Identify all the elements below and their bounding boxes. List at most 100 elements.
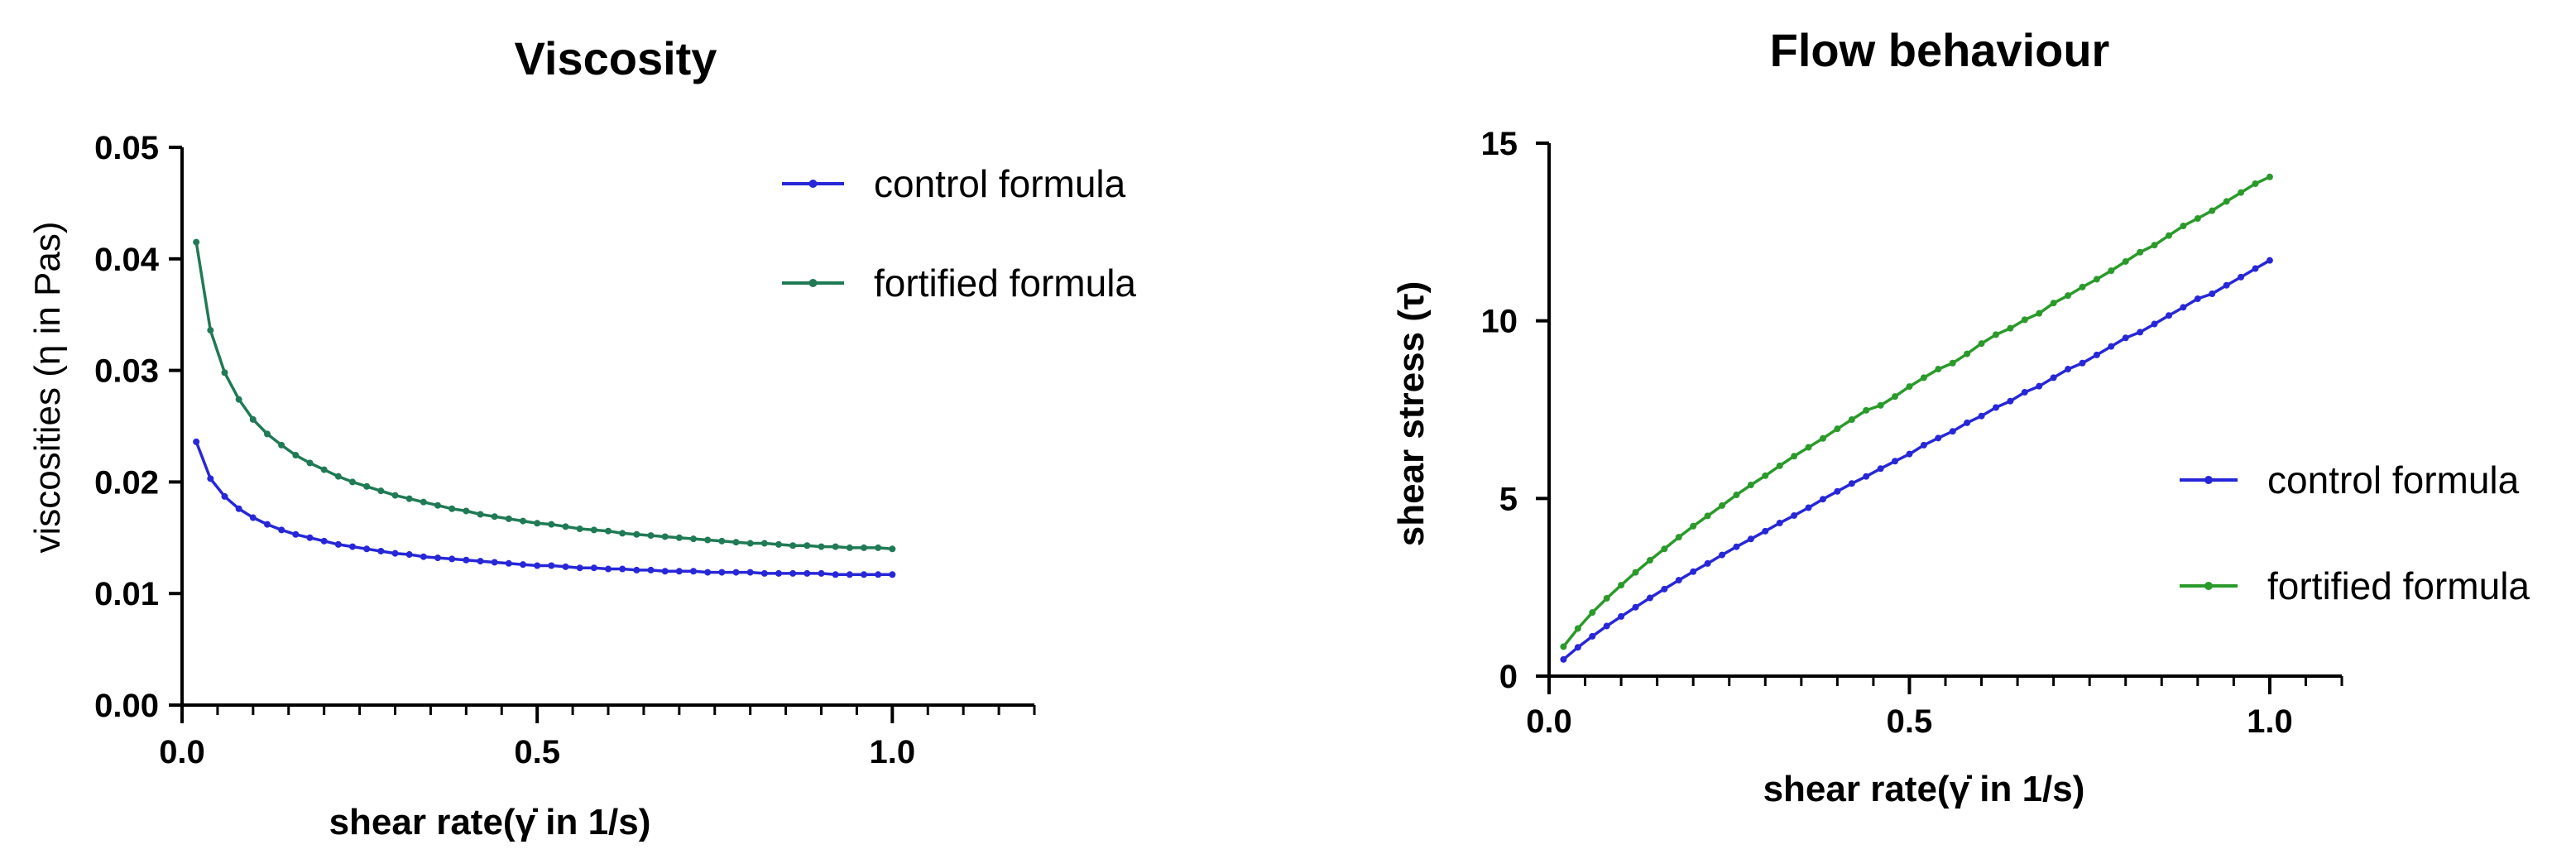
data-point (534, 562, 541, 569)
data-point (1719, 501, 1726, 509)
data-point (718, 569, 726, 576)
data-point (1762, 472, 1769, 479)
data-point (2079, 283, 2086, 290)
x-tick-label: 0.0 (1526, 703, 1572, 740)
x-tick-label: 0.5 (514, 734, 560, 770)
data-point (1892, 458, 1899, 465)
data-point (619, 530, 626, 537)
data-point (463, 507, 470, 515)
data-point (605, 527, 612, 535)
data-point (207, 327, 214, 334)
data-point (449, 505, 456, 512)
data-point (875, 571, 882, 578)
y-tick-label: 0.04 (94, 242, 160, 278)
data-point (249, 514, 257, 521)
data-point (249, 415, 257, 423)
data-point (2180, 223, 2187, 230)
data-point (732, 569, 740, 576)
data-point (1935, 434, 1942, 442)
data-point (2209, 207, 2216, 214)
data-point (704, 569, 712, 576)
data-point (1646, 594, 1653, 602)
data-point (1978, 412, 1985, 420)
data-point (846, 571, 853, 578)
data-point (590, 564, 597, 572)
legend-marker (808, 180, 818, 188)
data-point (320, 537, 328, 545)
series-line (1562, 175, 2271, 648)
data-point (576, 525, 583, 533)
series-control-formula (193, 438, 896, 578)
data-point (363, 545, 371, 553)
chart-title: Viscosity (515, 32, 717, 84)
data-point (1776, 462, 1783, 469)
y-tick-label: 5 (1499, 481, 1518, 517)
data-point (235, 396, 242, 403)
data-point (548, 562, 555, 569)
data-point (2137, 329, 2144, 336)
data-point (1618, 612, 1625, 620)
data-point (746, 569, 754, 576)
series-fortified-formula (193, 238, 896, 553)
data-point (1661, 545, 1668, 553)
data-point (804, 542, 811, 549)
data-point (1632, 603, 1639, 611)
data-point (377, 547, 385, 554)
data-point (520, 561, 526, 569)
data-point (818, 543, 825, 550)
data-point (2065, 292, 2072, 300)
data-point (1920, 441, 1927, 449)
data-point (405, 551, 413, 559)
legend-marker (808, 279, 818, 287)
data-point (1733, 492, 1740, 499)
data-point (1863, 406, 1870, 414)
data-point (1805, 444, 1812, 451)
data-point (2266, 173, 2273, 180)
data-point (832, 571, 839, 578)
data-point (804, 569, 811, 577)
y-tick-label: 10 (1481, 304, 1518, 340)
y-tick-label: 0 (1499, 659, 1518, 695)
data-point (520, 517, 526, 525)
data-point (1935, 366, 1942, 373)
data-point (2007, 397, 2014, 405)
data-point (320, 466, 328, 473)
data-point (2266, 257, 2273, 264)
data-point (434, 501, 441, 509)
data-point (889, 545, 896, 553)
data-point (590, 526, 597, 534)
data-point (264, 521, 271, 528)
data-point (235, 505, 242, 512)
data-point (2223, 281, 2230, 289)
legend-label: control formula (874, 162, 1126, 205)
data-point (1848, 480, 1855, 487)
data-point (2021, 316, 2028, 324)
data-point (2238, 273, 2245, 281)
data-point (534, 520, 541, 527)
x-tick-label: 0.5 (1887, 703, 1933, 740)
data-point (1589, 632, 1596, 640)
data-point (420, 553, 427, 560)
data-point (2065, 366, 2072, 373)
data-point (1992, 404, 1999, 411)
data-point (2209, 290, 2216, 298)
data-point (647, 532, 655, 540)
data-point (1791, 511, 1798, 519)
y-tick-label: 0.03 (94, 353, 159, 390)
data-point (2108, 343, 2115, 350)
data-point (1661, 585, 1668, 593)
data-point (449, 555, 456, 563)
data-point (562, 563, 569, 570)
data-point (2165, 232, 2172, 239)
y-axis-label: viscosities (η in Pas) (27, 221, 68, 553)
data-point (491, 513, 498, 521)
data-point (1776, 519, 1783, 526)
data-point (690, 535, 697, 543)
data-point (861, 544, 867, 551)
data-point (2223, 198, 2230, 205)
data-point (576, 564, 583, 572)
data-point (477, 511, 484, 518)
data-point (2194, 295, 2201, 303)
data-point (1618, 582, 1625, 589)
data-point (562, 523, 569, 530)
